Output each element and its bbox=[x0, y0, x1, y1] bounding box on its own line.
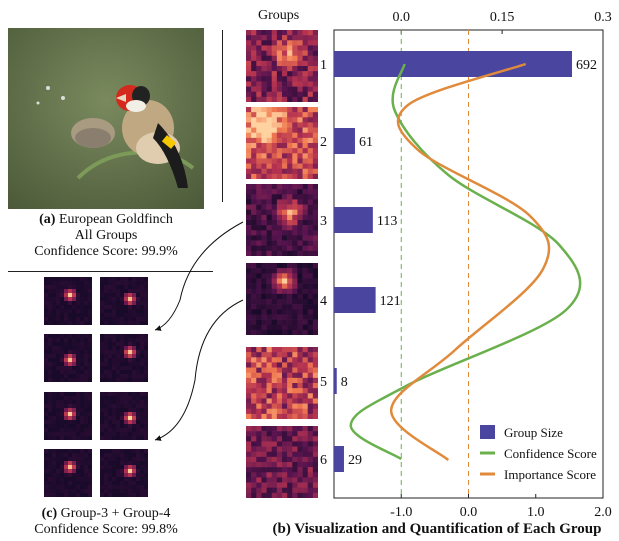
legend-label-0: Group Size bbox=[504, 425, 563, 440]
bottom-tick-label-2: 1.0 bbox=[527, 505, 545, 520]
group-number-1: 1 bbox=[320, 58, 327, 73]
top-tick-label-1: 0.15 bbox=[490, 10, 515, 25]
legend-swatch-group-size bbox=[480, 425, 495, 439]
bar-label-2: 61 bbox=[359, 135, 373, 150]
bottom-tick-label-3: 2.0 bbox=[594, 505, 612, 520]
combined-heatmap-6 bbox=[100, 392, 148, 440]
legend-label-2: Importance Score bbox=[504, 467, 596, 482]
line-importance-score bbox=[389, 62, 551, 461]
panel-a-species: European Goldfinch bbox=[58, 212, 173, 227]
goldfinch-photo bbox=[8, 28, 204, 209]
panel-a-caption: (a) European Goldfinch All Groups Confid… bbox=[0, 212, 212, 260]
divider-horizontal bbox=[8, 271, 213, 272]
group-heatmap-2 bbox=[246, 107, 318, 179]
bar-group-3 bbox=[334, 207, 373, 233]
panel-b-caption: (b) Visualization and Quantification of … bbox=[272, 521, 602, 537]
combined-heatmap-3 bbox=[44, 334, 92, 382]
bar-group-2 bbox=[334, 128, 355, 154]
group-number-2: 2 bbox=[320, 135, 327, 150]
bar-label-1: 692 bbox=[576, 58, 597, 73]
combined-heatmap-1 bbox=[44, 277, 92, 325]
top-tick-label-2: 0.3 bbox=[594, 10, 612, 25]
bottom-tick-label-1: 0.0 bbox=[460, 505, 478, 520]
bottom-tick-label-0: -1.0 bbox=[390, 505, 412, 520]
line-confidence-score bbox=[349, 63, 582, 461]
combined-heatmap-7 bbox=[44, 449, 92, 497]
top-tick-label-0: 0.0 bbox=[393, 10, 411, 25]
group-heatmap-4 bbox=[246, 263, 318, 335]
combined-heatmap-2 bbox=[100, 277, 148, 325]
bar-group-4 bbox=[334, 287, 376, 313]
bar-group-5 bbox=[334, 368, 337, 394]
legend-label-1: Confidence Score bbox=[504, 446, 597, 461]
bar-label-3: 113 bbox=[377, 214, 397, 229]
divider-vertical bbox=[222, 30, 223, 202]
group-number-4: 4 bbox=[320, 294, 327, 309]
group-heatmap-5 bbox=[246, 347, 318, 419]
bar-label-4: 121 bbox=[380, 294, 401, 309]
bar-label-6: 29 bbox=[348, 453, 362, 468]
panel-a-subtitle: All Groups bbox=[74, 228, 138, 243]
groups-header: Groups bbox=[258, 8, 300, 23]
group-number-6: 6 bbox=[320, 453, 327, 468]
bar-group-1 bbox=[334, 51, 572, 77]
panel-c-label: (c) bbox=[41, 506, 58, 521]
combined-heatmap-8 bbox=[100, 449, 148, 497]
combined-heatmap-5 bbox=[44, 392, 92, 440]
group-heatmap-3 bbox=[246, 184, 318, 256]
panel-a-confidence: Confidence Score: 99.9% bbox=[34, 244, 178, 259]
panel-a-label: (a) bbox=[39, 212, 56, 227]
bar-group-6 bbox=[334, 446, 344, 472]
group-number-3: 3 bbox=[320, 214, 327, 229]
group-heatmap-1 bbox=[246, 30, 318, 102]
group-number-5: 5 bbox=[320, 375, 327, 390]
bar-label-5: 8 bbox=[341, 375, 348, 390]
panel-c-confidence: Confidence Score: 99.8% bbox=[34, 522, 178, 537]
group-heatmap-6 bbox=[246, 426, 318, 498]
panel-c-caption: (c) Group-3 + Group-4 Confidence Score: … bbox=[0, 506, 212, 538]
combined-heatmap-4 bbox=[100, 334, 148, 382]
panel-c-title: Group-3 + Group-4 bbox=[60, 506, 171, 521]
